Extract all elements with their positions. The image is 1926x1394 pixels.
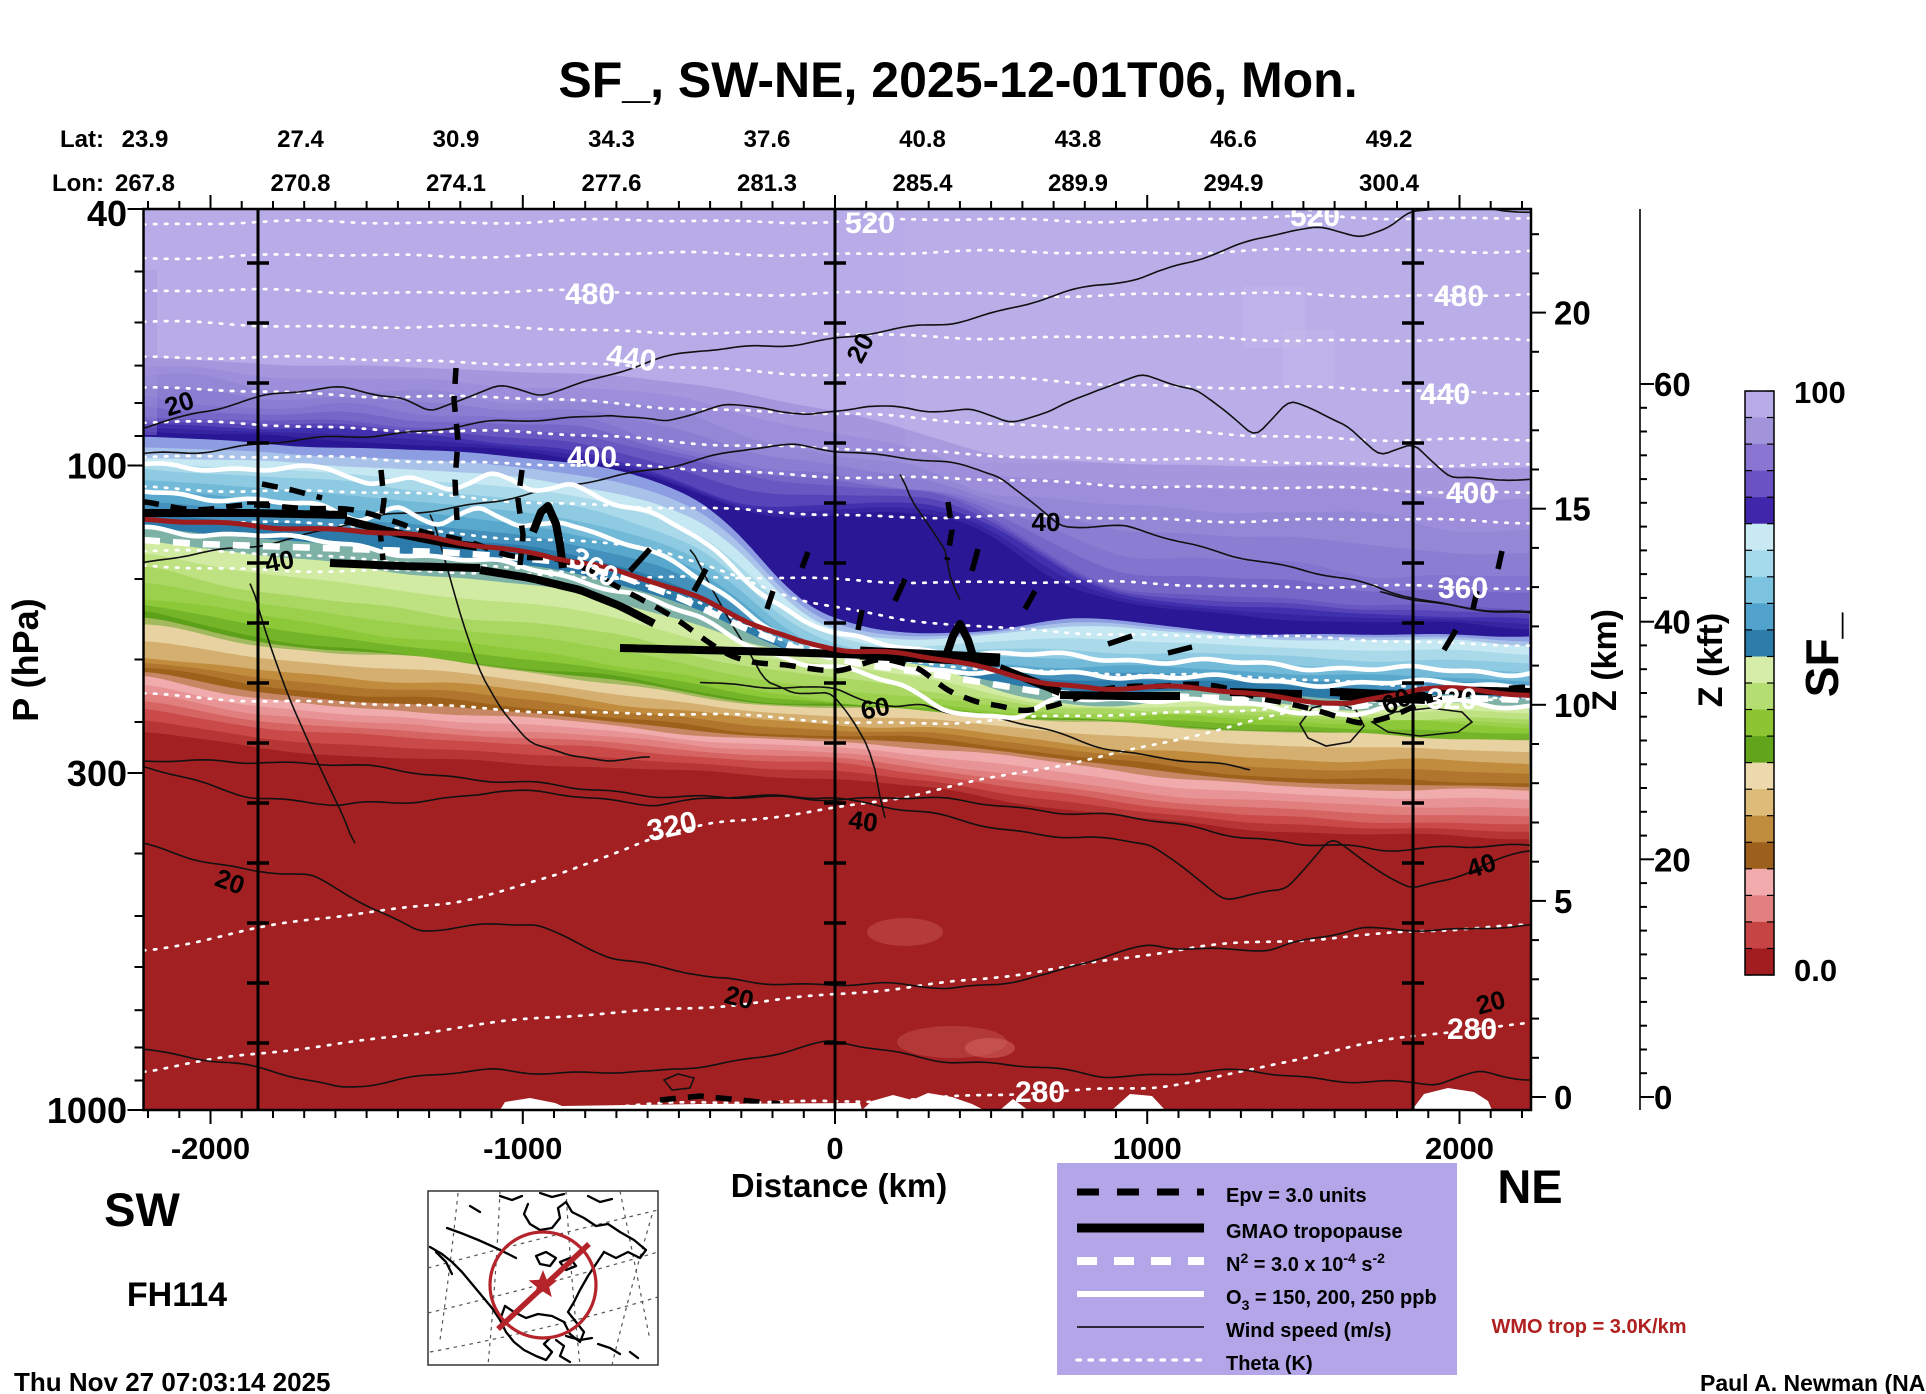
svg-text:267.8: 267.8 <box>115 170 175 197</box>
svg-text:N2 = 3.0 x 10-4 s-2: N2 = 3.0 x 10-4 s-2 <box>1226 1250 1385 1276</box>
svg-text:WMO trop = 3.0K/km: WMO trop = 3.0K/km <box>1491 1316 1686 1338</box>
svg-text:289.9: 289.9 <box>1048 170 1108 197</box>
svg-text:480: 480 <box>1434 280 1484 313</box>
svg-text:-1000: -1000 <box>483 1131 562 1166</box>
svg-text:270.8: 270.8 <box>270 170 330 197</box>
svg-text:277.6: 277.6 <box>581 170 641 197</box>
svg-text:280: 280 <box>1447 1013 1497 1046</box>
svg-text:Paul A. Newman (NASA: Paul A. Newman (NASA <box>1700 1370 1926 1394</box>
svg-text:294.9: 294.9 <box>1203 170 1263 197</box>
svg-text:Epv = 3.0 units: Epv = 3.0 units <box>1226 1185 1367 1207</box>
svg-text:440: 440 <box>1420 378 1470 411</box>
svg-text:5: 5 <box>1554 883 1572 920</box>
svg-text:20: 20 <box>722 979 757 1015</box>
svg-text:SF_, SW-NE, 2025-12-01T06, Mon: SF_, SW-NE, 2025-12-01T06, Mon. <box>558 52 1357 108</box>
svg-text:281.3: 281.3 <box>737 170 797 197</box>
svg-text:40: 40 <box>1032 507 1061 537</box>
svg-text:49.2: 49.2 <box>1366 126 1413 153</box>
svg-text:60: 60 <box>858 691 893 726</box>
svg-text:300: 300 <box>67 753 127 794</box>
svg-text:23.9: 23.9 <box>122 126 169 153</box>
svg-text:GMAO tropopause: GMAO tropopause <box>1226 1221 1403 1243</box>
svg-text:300.4: 300.4 <box>1359 170 1420 197</box>
svg-text:46.6: 46.6 <box>1210 126 1257 153</box>
svg-text:100: 100 <box>1794 375 1846 410</box>
svg-text:27.4: 27.4 <box>277 126 324 153</box>
svg-text:20: 20 <box>1654 841 1691 878</box>
svg-text:360: 360 <box>1438 572 1488 605</box>
svg-text:30.9: 30.9 <box>433 126 480 153</box>
svg-text:Distance (km): Distance (km) <box>731 1167 947 1204</box>
svg-text:P (hPa): P (hPa) <box>5 598 46 721</box>
svg-text:40: 40 <box>87 193 127 234</box>
svg-text:274.1: 274.1 <box>426 170 486 197</box>
svg-text:2000: 2000 <box>1425 1131 1494 1166</box>
svg-text:43.8: 43.8 <box>1055 126 1102 153</box>
svg-text:1000: 1000 <box>47 1090 127 1131</box>
svg-text:37.6: 37.6 <box>744 126 791 153</box>
svg-text:20: 20 <box>1554 295 1591 332</box>
svg-text:SW: SW <box>104 1183 180 1236</box>
svg-text:Lat:: Lat: <box>60 126 104 153</box>
svg-text:520: 520 <box>1290 200 1340 233</box>
svg-text:-2000: -2000 <box>171 1131 250 1166</box>
svg-text:100: 100 <box>67 445 127 486</box>
svg-text:Theta (K): Theta (K) <box>1226 1353 1313 1375</box>
svg-text:Z (km): Z (km) <box>1586 609 1624 711</box>
svg-text:0.0: 0.0 <box>1794 953 1837 988</box>
svg-text:Z (kft): Z (kft) <box>1692 613 1730 707</box>
svg-text:FH114: FH114 <box>127 1276 227 1314</box>
svg-text:15: 15 <box>1554 491 1591 528</box>
svg-text:40: 40 <box>847 804 880 838</box>
svg-text:280: 280 <box>1015 1076 1065 1109</box>
svg-text:60: 60 <box>1654 366 1691 403</box>
svg-text:Wind speed (m/s): Wind speed (m/s) <box>1226 1320 1391 1342</box>
svg-text:0: 0 <box>826 1131 843 1166</box>
svg-text:480: 480 <box>565 278 615 311</box>
svg-text:440: 440 <box>604 339 658 379</box>
svg-text:Lon:: Lon: <box>52 170 104 197</box>
svg-text:320: 320 <box>1427 683 1477 716</box>
svg-text:285.4: 285.4 <box>892 170 953 197</box>
svg-text:400: 400 <box>1446 477 1496 510</box>
svg-text:40: 40 <box>263 544 297 579</box>
svg-text:520: 520 <box>845 207 895 240</box>
svg-text:1000: 1000 <box>1113 1131 1182 1166</box>
svg-text:Thu Nov 27 07:03:14 2025: Thu Nov 27 07:03:14 2025 <box>14 1367 331 1394</box>
svg-text:NE: NE <box>1497 1160 1562 1213</box>
svg-text:0: 0 <box>1654 1079 1672 1116</box>
svg-text:10: 10 <box>1554 687 1591 724</box>
svg-text:O3 = 150, 200, 250 ppb: O3 = 150, 200, 250 ppb <box>1226 1287 1437 1313</box>
svg-text:SF_: SF_ <box>1796 612 1848 697</box>
svg-text:40.8: 40.8 <box>899 126 946 153</box>
svg-text:34.3: 34.3 <box>588 126 635 153</box>
svg-text:40: 40 <box>1654 604 1691 641</box>
svg-text:0: 0 <box>1554 1079 1572 1116</box>
svg-text:400: 400 <box>567 441 617 474</box>
